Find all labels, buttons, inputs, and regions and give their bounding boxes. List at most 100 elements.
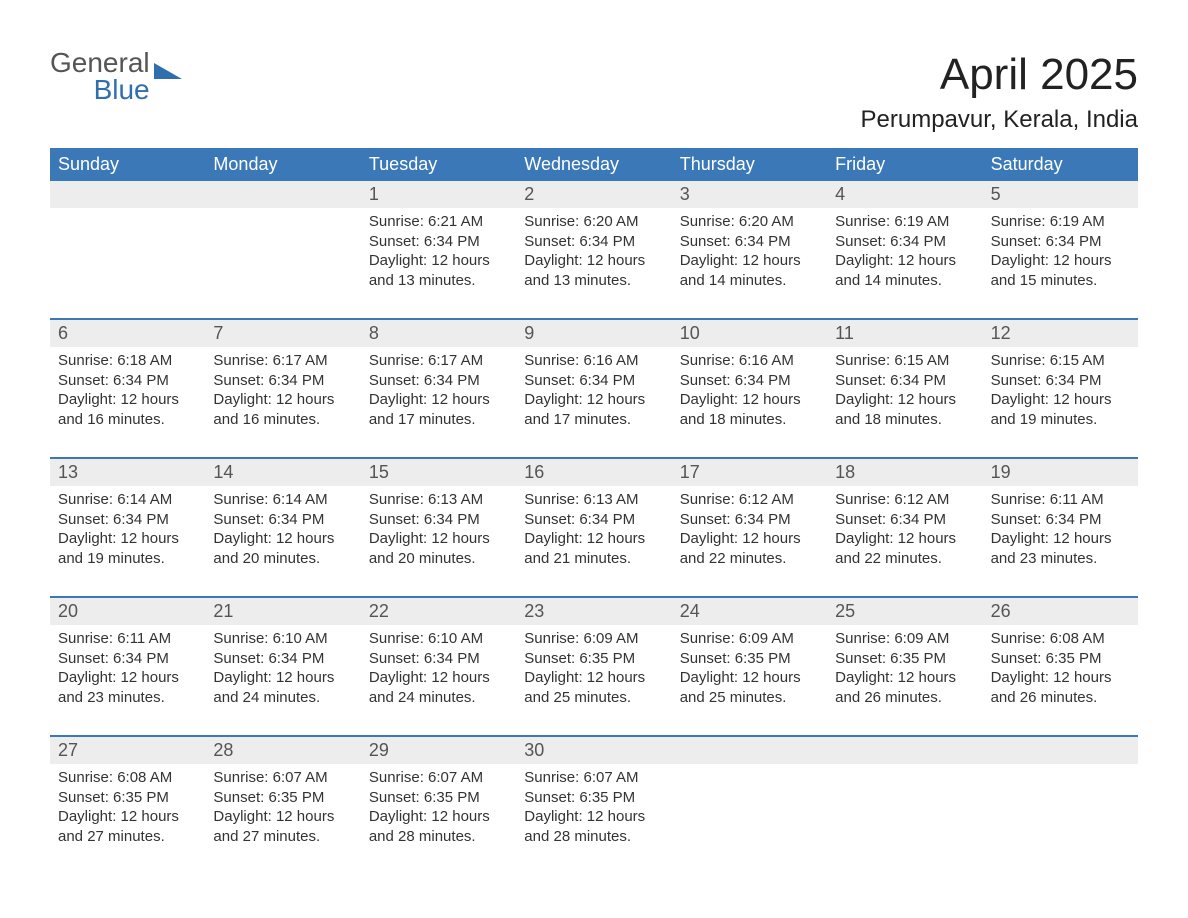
daybody-cell: Sunrise: 6:13 AMSunset: 6:34 PMDaylight:… bbox=[516, 486, 671, 582]
daylight-line: Daylight: 12 hours and 18 minutes. bbox=[835, 390, 974, 429]
daynum-cell bbox=[205, 181, 360, 208]
sunset-line: Sunset: 6:34 PM bbox=[835, 232, 974, 252]
daynum-cell: 4 bbox=[827, 181, 982, 208]
daynum-cell: 3 bbox=[672, 181, 827, 208]
sunset-line: Sunset: 6:34 PM bbox=[369, 510, 508, 530]
daynum-cell: 7 bbox=[205, 320, 360, 347]
sunset-line: Sunset: 6:35 PM bbox=[680, 649, 819, 669]
sunset-line: Sunset: 6:34 PM bbox=[991, 371, 1130, 391]
daynum-band: 27282930 bbox=[50, 737, 1138, 764]
sunrise-line: Sunrise: 6:11 AM bbox=[58, 629, 197, 649]
daylight-line: Daylight: 12 hours and 25 minutes. bbox=[680, 668, 819, 707]
sunset-line: Sunset: 6:34 PM bbox=[369, 649, 508, 669]
title-block: April 2025 Perumpavur, Kerala, India bbox=[861, 50, 1139, 134]
daybody-cell: Sunrise: 6:09 AMSunset: 6:35 PMDaylight:… bbox=[516, 625, 671, 721]
sunset-line: Sunset: 6:34 PM bbox=[524, 232, 663, 252]
daynum-cell: 22 bbox=[361, 598, 516, 625]
sunrise-line: Sunrise: 6:07 AM bbox=[524, 768, 663, 788]
sunrise-line: Sunrise: 6:15 AM bbox=[835, 351, 974, 371]
daylight-line: Daylight: 12 hours and 19 minutes. bbox=[991, 390, 1130, 429]
daynum-cell: 10 bbox=[672, 320, 827, 347]
calendar: SundayMondayTuesdayWednesdayThursdayFrid… bbox=[50, 148, 1138, 860]
sunrise-line: Sunrise: 6:10 AM bbox=[369, 629, 508, 649]
daynum-cell: 27 bbox=[50, 737, 205, 764]
sunrise-line: Sunrise: 6:07 AM bbox=[213, 768, 352, 788]
sunset-line: Sunset: 6:35 PM bbox=[991, 649, 1130, 669]
daybody-cell bbox=[50, 208, 205, 304]
logo-word1: General bbox=[50, 50, 150, 77]
daybody-row: Sunrise: 6:14 AMSunset: 6:34 PMDaylight:… bbox=[50, 486, 1138, 582]
daybody-cell: Sunrise: 6:12 AMSunset: 6:34 PMDaylight:… bbox=[672, 486, 827, 582]
daynum-cell: 15 bbox=[361, 459, 516, 486]
daylight-line: Daylight: 12 hours and 27 minutes. bbox=[213, 807, 352, 846]
daylight-line: Daylight: 12 hours and 20 minutes. bbox=[213, 529, 352, 568]
sunrise-line: Sunrise: 6:12 AM bbox=[680, 490, 819, 510]
week-row: 12345Sunrise: 6:21 AMSunset: 6:34 PMDayl… bbox=[50, 181, 1138, 304]
daybody-row: Sunrise: 6:18 AMSunset: 6:34 PMDaylight:… bbox=[50, 347, 1138, 443]
weekday-cell: Monday bbox=[205, 148, 360, 181]
daylight-line: Daylight: 12 hours and 24 minutes. bbox=[213, 668, 352, 707]
week-row: 20212223242526Sunrise: 6:11 AMSunset: 6:… bbox=[50, 596, 1138, 721]
sunrise-line: Sunrise: 6:14 AM bbox=[213, 490, 352, 510]
daybody-cell: Sunrise: 6:15 AMSunset: 6:34 PMDaylight:… bbox=[827, 347, 982, 443]
daynum-cell: 16 bbox=[516, 459, 671, 486]
sunrise-line: Sunrise: 6:21 AM bbox=[369, 212, 508, 232]
daylight-line: Daylight: 12 hours and 27 minutes. bbox=[58, 807, 197, 846]
daylight-line: Daylight: 12 hours and 13 minutes. bbox=[524, 251, 663, 290]
daynum-band: 20212223242526 bbox=[50, 598, 1138, 625]
daybody-cell: Sunrise: 6:18 AMSunset: 6:34 PMDaylight:… bbox=[50, 347, 205, 443]
daybody-row: Sunrise: 6:11 AMSunset: 6:34 PMDaylight:… bbox=[50, 625, 1138, 721]
daybody-cell: Sunrise: 6:16 AMSunset: 6:34 PMDaylight:… bbox=[672, 347, 827, 443]
weekday-cell: Friday bbox=[827, 148, 982, 181]
daylight-line: Daylight: 12 hours and 25 minutes. bbox=[524, 668, 663, 707]
weekday-cell: Saturday bbox=[983, 148, 1138, 181]
sunrise-line: Sunrise: 6:20 AM bbox=[524, 212, 663, 232]
daybody-cell: Sunrise: 6:15 AMSunset: 6:34 PMDaylight:… bbox=[983, 347, 1138, 443]
sunrise-line: Sunrise: 6:14 AM bbox=[58, 490, 197, 510]
daynum-cell: 17 bbox=[672, 459, 827, 486]
daylight-line: Daylight: 12 hours and 17 minutes. bbox=[524, 390, 663, 429]
daynum-band: 12345 bbox=[50, 181, 1138, 208]
sunrise-line: Sunrise: 6:09 AM bbox=[835, 629, 974, 649]
daylight-line: Daylight: 12 hours and 16 minutes. bbox=[213, 390, 352, 429]
daynum-band: 13141516171819 bbox=[50, 459, 1138, 486]
month-title: April 2025 bbox=[861, 50, 1139, 100]
weekday-cell: Tuesday bbox=[361, 148, 516, 181]
daybody-cell: Sunrise: 6:13 AMSunset: 6:34 PMDaylight:… bbox=[361, 486, 516, 582]
daylight-line: Daylight: 12 hours and 23 minutes. bbox=[991, 529, 1130, 568]
header: General Blue April 2025 Perumpavur, Kera… bbox=[50, 50, 1138, 134]
daylight-line: Daylight: 12 hours and 21 minutes. bbox=[524, 529, 663, 568]
daybody-cell: Sunrise: 6:10 AMSunset: 6:34 PMDaylight:… bbox=[205, 625, 360, 721]
daybody-cell: Sunrise: 6:09 AMSunset: 6:35 PMDaylight:… bbox=[672, 625, 827, 721]
logo-text: General Blue bbox=[50, 50, 150, 103]
daybody-cell: Sunrise: 6:09 AMSunset: 6:35 PMDaylight:… bbox=[827, 625, 982, 721]
sunrise-line: Sunrise: 6:08 AM bbox=[991, 629, 1130, 649]
sunset-line: Sunset: 6:34 PM bbox=[991, 232, 1130, 252]
daybody-cell: Sunrise: 6:14 AMSunset: 6:34 PMDaylight:… bbox=[50, 486, 205, 582]
sunrise-line: Sunrise: 6:19 AM bbox=[991, 212, 1130, 232]
sunrise-line: Sunrise: 6:15 AM bbox=[991, 351, 1130, 371]
daybody-cell: Sunrise: 6:21 AMSunset: 6:34 PMDaylight:… bbox=[361, 208, 516, 304]
sunrise-line: Sunrise: 6:09 AM bbox=[680, 629, 819, 649]
sunset-line: Sunset: 6:34 PM bbox=[213, 649, 352, 669]
sunset-line: Sunset: 6:34 PM bbox=[369, 371, 508, 391]
daynum-cell bbox=[827, 737, 982, 764]
daybody-cell bbox=[205, 208, 360, 304]
daybody-cell bbox=[983, 764, 1138, 860]
sunset-line: Sunset: 6:34 PM bbox=[680, 232, 819, 252]
sunrise-line: Sunrise: 6:17 AM bbox=[369, 351, 508, 371]
sunrise-line: Sunrise: 6:19 AM bbox=[835, 212, 974, 232]
daynum-cell: 1 bbox=[361, 181, 516, 208]
sunrise-line: Sunrise: 6:18 AM bbox=[58, 351, 197, 371]
daylight-line: Daylight: 12 hours and 13 minutes. bbox=[369, 251, 508, 290]
daynum-cell: 9 bbox=[516, 320, 671, 347]
daynum-cell bbox=[983, 737, 1138, 764]
sunset-line: Sunset: 6:34 PM bbox=[58, 649, 197, 669]
daylight-line: Daylight: 12 hours and 23 minutes. bbox=[58, 668, 197, 707]
sunset-line: Sunset: 6:34 PM bbox=[58, 371, 197, 391]
logo-word2: Blue bbox=[50, 77, 150, 104]
sunset-line: Sunset: 6:34 PM bbox=[524, 510, 663, 530]
daybody-cell: Sunrise: 6:19 AMSunset: 6:34 PMDaylight:… bbox=[827, 208, 982, 304]
sunrise-line: Sunrise: 6:12 AM bbox=[835, 490, 974, 510]
daynum-cell: 6 bbox=[50, 320, 205, 347]
